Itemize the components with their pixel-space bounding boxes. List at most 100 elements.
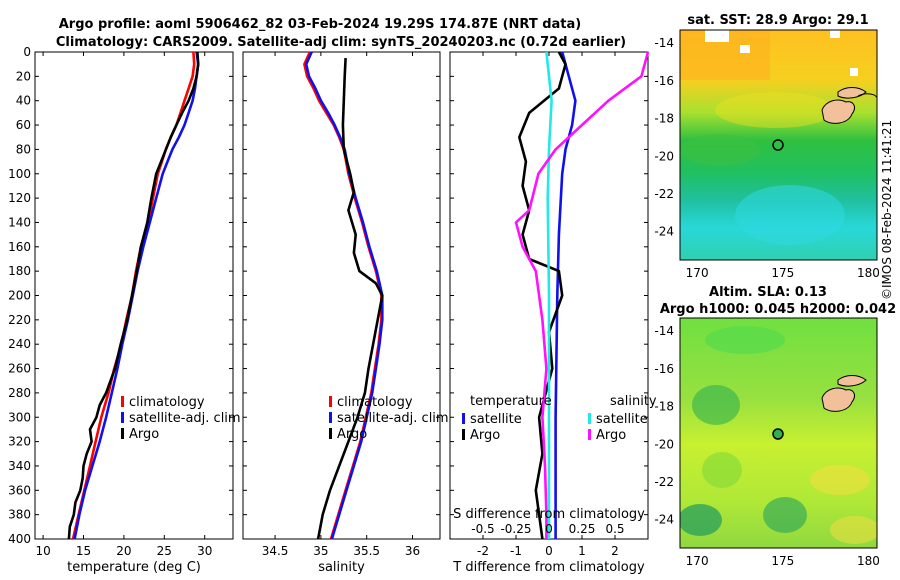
legend-label: satellite xyxy=(596,412,648,427)
sla-map-subtitle: Argo h1000: 0.045 h2000: 0.042 xyxy=(660,302,896,317)
x-tick-label: 25 xyxy=(157,544,172,558)
x-tick-label: 35 xyxy=(313,544,328,558)
series-line-salinity-argo xyxy=(514,51,650,539)
x-tick-label: -2 xyxy=(477,544,489,558)
title-line-1: Argo profile: aoml 5906462_82 03-Feb-202… xyxy=(59,17,581,32)
map-y-tick-label: -20 xyxy=(654,437,674,451)
legend-label: climatology xyxy=(337,395,413,410)
s-tick-label: 0.5 xyxy=(605,522,624,536)
fiji-land xyxy=(821,99,855,124)
series-line-temperature-satellite xyxy=(554,51,577,539)
map-x-tick-label: 180 xyxy=(857,554,880,568)
legend-swatch xyxy=(121,412,124,423)
sst-map-title: sat. SST: 28.9 Argo: 29.1 xyxy=(687,13,868,28)
series-line-salinity-satellite xyxy=(545,51,553,539)
y-tick-label: 260 xyxy=(8,362,31,376)
legend-swatch xyxy=(329,428,332,439)
y-tick-label: 240 xyxy=(8,337,31,351)
imos-credit: ©IMOS 08-Feb-2024 11:41:21 xyxy=(880,119,894,300)
series-line-argo xyxy=(67,51,200,540)
s-tick-label: -0.5 xyxy=(471,522,494,536)
legend-label: Argo xyxy=(337,427,367,442)
x-axis-label: temperature (deg C) xyxy=(67,560,201,575)
y-tick-label: 280 xyxy=(8,386,31,400)
series-line-temperature-argo xyxy=(518,51,567,540)
legend-label: Argo xyxy=(470,428,500,443)
x-tick-label: 10 xyxy=(35,544,50,558)
y-tick-label: 160 xyxy=(8,240,31,254)
legend-swatch xyxy=(329,396,332,407)
x-tick-label: -1 xyxy=(510,544,522,558)
x-tick-label: 30 xyxy=(197,544,212,558)
legend-swatch xyxy=(462,429,465,440)
sst-map: sat. SST: 28.9 Argo: 29.1 xyxy=(679,13,878,261)
x-tick-label: 2 xyxy=(611,544,619,558)
s-tick-label: -0.25 xyxy=(500,522,531,536)
legend-title: temperature xyxy=(470,394,552,409)
map-x-tick-label: 175 xyxy=(771,266,794,280)
x-tick-label: 34.5 xyxy=(262,544,289,558)
legend-swatch xyxy=(329,412,332,423)
y-tick-label: 0 xyxy=(23,45,31,59)
y-tick-label: 20 xyxy=(16,69,31,83)
s-tick-label: 0.25 xyxy=(569,522,596,536)
s-tick-label: 0 xyxy=(545,522,553,536)
y-tick-label: 100 xyxy=(8,167,31,181)
eddy-1 xyxy=(692,385,740,425)
legend-label: satellite xyxy=(470,412,522,427)
map-x-tick-label: 175 xyxy=(771,554,794,568)
map-x-tick-label: 180 xyxy=(857,266,880,280)
legend-label: satellite-adj. clim xyxy=(129,411,241,426)
legend-label: satellite-adj. clim xyxy=(337,411,449,426)
argo-marker-sla xyxy=(772,428,784,440)
legend-label: Argo xyxy=(129,427,159,442)
map-y-tick-label: -14 xyxy=(654,324,674,338)
y-tick-label: 320 xyxy=(8,435,31,449)
map-x-tick-label: 170 xyxy=(686,266,709,280)
legend-swatch xyxy=(588,429,591,440)
x-tick-label: 36 xyxy=(405,544,420,558)
map-y-tick-label: -18 xyxy=(654,112,674,126)
map-y-tick-label: -18 xyxy=(654,400,674,414)
y-tick-label: 40 xyxy=(16,94,31,108)
sla-map: Altim. SLA: 0.13 Argo h1000: 0.045 h2000… xyxy=(660,285,896,549)
map-y-tick-label: -22 xyxy=(654,187,674,201)
map-y-tick-label: -22 xyxy=(654,475,674,489)
salinity-panel xyxy=(242,51,441,540)
x-tick-label: 15 xyxy=(76,544,91,558)
y-tick-label: 400 xyxy=(8,532,31,546)
y-tick-label: 140 xyxy=(8,215,31,229)
map-y-tick-label: -20 xyxy=(654,149,674,163)
y-tick-label: 340 xyxy=(8,459,31,473)
x-tick-label: 35.5 xyxy=(353,544,380,558)
legend-swatch xyxy=(462,413,465,424)
legend-swatch xyxy=(121,396,124,407)
argo-marker xyxy=(772,139,784,151)
y-tick-label: 300 xyxy=(8,410,31,424)
y-tick-label: 200 xyxy=(8,289,31,303)
legend-swatch xyxy=(588,413,591,424)
legend-title: salinity xyxy=(610,394,657,409)
map-y-tick-label: -16 xyxy=(654,362,674,376)
title-line-2: Climatology: CARS2009. Satellite-adj cli… xyxy=(56,35,626,50)
y-tick-label: 220 xyxy=(8,313,31,327)
top-axis-label: S difference from climatology xyxy=(453,507,645,522)
map-y-tick-label: -14 xyxy=(654,36,674,50)
y-tick-label: 60 xyxy=(16,118,31,132)
x-axis-label: salinity xyxy=(318,560,365,575)
y-tick-label: 360 xyxy=(8,483,31,497)
eddy-2 xyxy=(680,504,722,536)
map-y-tick-label: -24 xyxy=(654,225,674,239)
map-y-tick-label: -16 xyxy=(654,74,674,88)
x-tick-label: 20 xyxy=(116,544,131,558)
legend-label: Argo xyxy=(596,428,626,443)
y-tick-label: 80 xyxy=(16,142,31,156)
x-tick-label: 1 xyxy=(578,544,586,558)
x-axis-label: T difference from climatology xyxy=(452,560,645,575)
y-tick-label: 180 xyxy=(8,264,31,278)
x-tick-label: 0 xyxy=(545,544,553,558)
legend-label: climatology xyxy=(129,395,205,410)
series-line-satellite-adj-clim xyxy=(304,51,384,540)
series-line-argo xyxy=(316,58,384,540)
